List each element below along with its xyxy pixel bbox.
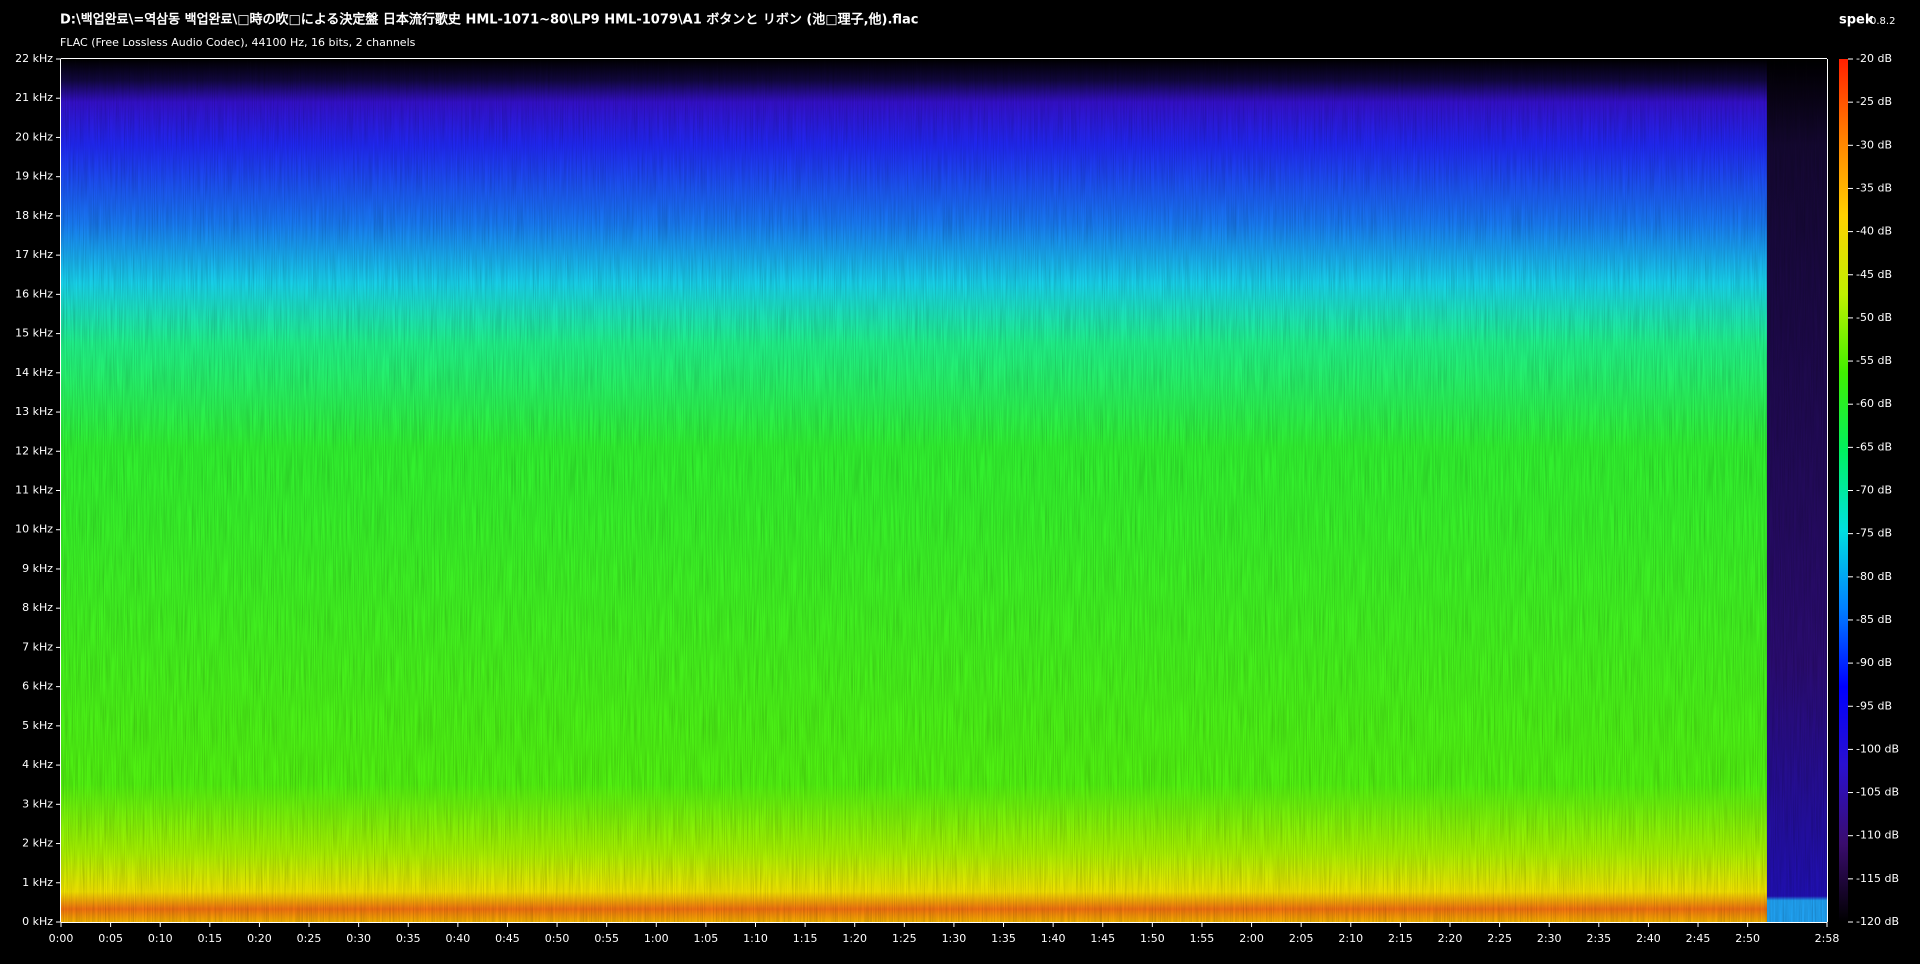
x-tick-label: 2:40	[1636, 932, 1661, 945]
x-tick-label: 2:05	[1289, 932, 1314, 945]
x-tick-label: 0:30	[346, 932, 371, 945]
y-tick-label: 15 kHz	[15, 327, 53, 340]
y-tick-label: 7 kHz	[22, 640, 53, 653]
y-tick-label: 18 kHz	[15, 209, 53, 222]
colorbar-tick-label: -55 dB	[1856, 354, 1892, 367]
y-tick-label: 9 kHz	[22, 562, 53, 575]
y-tick-label: 20 kHz	[15, 130, 53, 143]
x-tick-label: 0:45	[495, 932, 520, 945]
x-tick-label: 1:10	[743, 932, 768, 945]
app-name: spek	[1839, 13, 1874, 28]
file-title: D:\백업완료\=역삼동 백업완료\□時の吹□による決定盤 日本流行歌史 HML…	[60, 12, 919, 28]
x-tick-label: 0:10	[148, 932, 173, 945]
x-tick-label: 2:15	[1388, 932, 1413, 945]
x-tick-label: 0:05	[98, 932, 123, 945]
colorbar-tick-label: -30 dB	[1856, 138, 1892, 151]
x-tick-label: 2:58	[1815, 932, 1840, 945]
colorbar-tick-label: -110 dB	[1856, 829, 1899, 842]
colorbar-tick-label: -20 dB	[1856, 52, 1892, 65]
x-tick-label: 1:40	[1041, 932, 1066, 945]
y-tick-label: 10 kHz	[15, 523, 53, 536]
colorbar-tick-label: -70 dB	[1856, 484, 1892, 497]
colorbar-tick-label: -90 dB	[1856, 656, 1892, 669]
colorbar-tick-label: -40 dB	[1856, 225, 1892, 238]
y-tick-label: 12 kHz	[15, 444, 53, 457]
colorbar	[1839, 59, 1848, 922]
y-tick-label: 3 kHz	[22, 797, 53, 810]
x-tick-label: 1:45	[1090, 932, 1115, 945]
x-tick-label: 1:20	[842, 932, 867, 945]
x-tick-label: 2:10	[1338, 932, 1363, 945]
x-tick-label: 1:00	[644, 932, 669, 945]
colorbar-tick-label: -75 dB	[1856, 527, 1892, 540]
colorbar-tick-label: -60 dB	[1856, 397, 1892, 410]
colorbar-tick-label: -120 dB	[1856, 915, 1899, 928]
x-tick-label: 2:25	[1487, 932, 1512, 945]
colorbar-tick-label: -65 dB	[1856, 440, 1892, 453]
y-tick-label: 6 kHz	[22, 680, 53, 693]
x-tick-label: 1:25	[892, 932, 917, 945]
colorbar-tick-label: -95 dB	[1856, 699, 1892, 712]
colorbar-tick-label: -25 dB	[1856, 95, 1892, 108]
y-tick-label: 22 kHz	[15, 52, 53, 65]
y-tick-label: 11 kHz	[15, 484, 53, 497]
x-tick-label: 2:45	[1686, 932, 1711, 945]
y-tick-label: 8 kHz	[22, 601, 53, 614]
x-tick-label: 2:20	[1438, 932, 1463, 945]
x-tick-label: 1:35	[991, 932, 1016, 945]
x-tick-label: 0:25	[297, 932, 322, 945]
x-tick-label: 2:00	[1239, 932, 1264, 945]
x-tick-label: 2:30	[1537, 932, 1562, 945]
colorbar-tick-label: -45 dB	[1856, 268, 1892, 281]
app-version: 0.8.2	[1870, 16, 1895, 27]
colorbar-tick-label: -85 dB	[1856, 613, 1892, 626]
x-tick-label: 0:35	[396, 932, 421, 945]
y-tick-label: 17 kHz	[15, 248, 53, 261]
spectrogram-texture	[61, 59, 1827, 922]
y-tick-label: 2 kHz	[22, 837, 53, 850]
x-tick-label: 0:20	[247, 932, 272, 945]
y-tick-label: 21 kHz	[15, 91, 53, 104]
colorbar-tick-label: -80 dB	[1856, 570, 1892, 583]
x-tick-label: 1:50	[1140, 932, 1165, 945]
y-tick-label: 4 kHz	[22, 758, 53, 771]
colorbar-tick-label: -115 dB	[1856, 872, 1899, 885]
x-tick-label: 1:30	[942, 932, 967, 945]
y-tick-label: 16 kHz	[15, 287, 53, 300]
colorbar-tick-label: -35 dB	[1856, 181, 1892, 194]
x-tick-label: 0:55	[594, 932, 619, 945]
x-tick-label: 2:35	[1586, 932, 1611, 945]
x-tick-label: 1:15	[793, 932, 818, 945]
y-tick-label: 5 kHz	[22, 719, 53, 732]
y-tick-label: 14 kHz	[15, 366, 53, 379]
y-tick-label: 13 kHz	[15, 405, 53, 418]
y-tick-label: 19 kHz	[15, 170, 53, 183]
x-tick-label: 0:40	[446, 932, 471, 945]
plot-area	[61, 59, 1827, 922]
x-tick-label: 1:05	[694, 932, 719, 945]
x-tick-label: 0:00	[49, 932, 74, 945]
y-tick-label: 0 kHz	[22, 915, 53, 928]
x-tick-label: 1:55	[1190, 932, 1215, 945]
y-tick-label: 1 kHz	[22, 876, 53, 889]
colorbar-tick-label: -100 dB	[1856, 742, 1899, 755]
colorbar-tick-label: -50 dB	[1856, 311, 1892, 324]
colorbar-tick-label: -105 dB	[1856, 786, 1899, 799]
x-tick-label: 0:15	[197, 932, 222, 945]
x-tick-label: 2:50	[1735, 932, 1760, 945]
file-info: FLAC (Free Lossless Audio Codec), 44100 …	[60, 36, 416, 49]
x-tick-label: 0:50	[545, 932, 570, 945]
